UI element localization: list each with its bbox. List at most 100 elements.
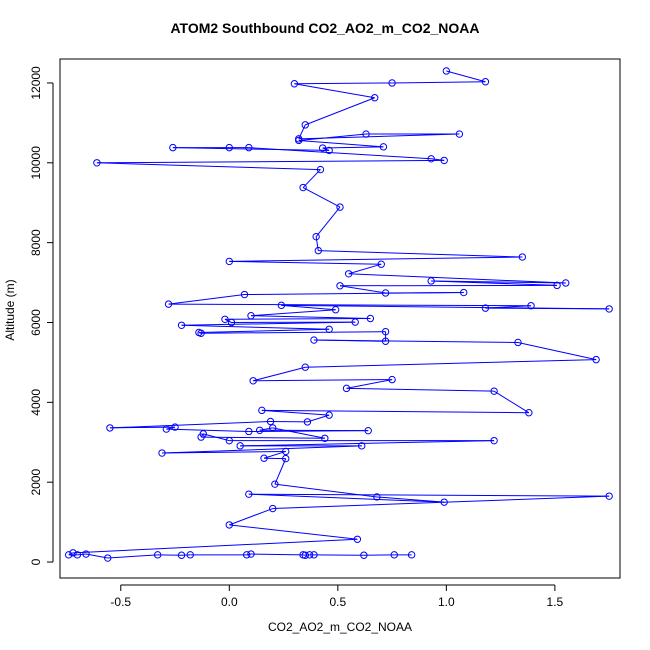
- series-segment: [348, 263, 382, 275]
- series-segment: [315, 236, 319, 251]
- x-tick-label: 1.5: [547, 595, 564, 609]
- data-point: [442, 67, 451, 75]
- data-point: [553, 281, 561, 290]
- data-point: [318, 144, 327, 152]
- data-point: [82, 550, 90, 558]
- data-point: [282, 447, 290, 456]
- data-point: [525, 409, 533, 417]
- data-point: [258, 406, 266, 415]
- data-point: [282, 454, 290, 463]
- series-segment: [203, 433, 230, 442]
- series-segment: [229, 524, 358, 540]
- y-tick-label: 6000: [29, 309, 43, 336]
- series-segment: [250, 309, 336, 317]
- x-axis-label: CO2_AO2_m_CO2_NOAA: [267, 620, 413, 634]
- series-segment: [244, 292, 464, 296]
- series-segment: [261, 409, 330, 416]
- data-point: [407, 551, 416, 559]
- series-segment: [201, 436, 325, 439]
- data-point: [388, 375, 396, 384]
- data-point: [312, 232, 320, 241]
- series-segment: [294, 82, 393, 85]
- data-point: [242, 551, 251, 559]
- series-segment: [305, 97, 375, 126]
- data-point: [390, 551, 398, 559]
- series-segment: [318, 250, 523, 258]
- data-point: [269, 504, 277, 513]
- series-segment: [107, 554, 158, 559]
- data-point: [290, 80, 299, 88]
- data-point: [186, 551, 194, 559]
- series-segment: [517, 341, 597, 361]
- data-point: [592, 355, 600, 364]
- data-point: [247, 550, 255, 558]
- data-point: [490, 436, 498, 445]
- x-tick-label: 0.5: [329, 595, 346, 609]
- series-segment: [248, 493, 445, 503]
- data-point: [358, 442, 366, 450]
- series-segment: [392, 81, 486, 84]
- series-segment: [313, 339, 518, 343]
- data-point: [427, 277, 435, 285]
- data-point: [362, 130, 370, 138]
- data-point: [455, 130, 464, 138]
- data-point: [381, 327, 390, 336]
- data-point: [331, 306, 340, 314]
- data-point: [69, 549, 77, 557]
- series-segment: [198, 332, 202, 334]
- series-segment: [446, 70, 486, 83]
- data-point: [266, 417, 275, 426]
- data-point: [221, 315, 229, 323]
- series-segment: [168, 294, 245, 305]
- data-point: [236, 442, 244, 450]
- series-segment: [181, 324, 330, 330]
- data-point: [379, 143, 388, 151]
- series-segment: [162, 450, 286, 454]
- series-segment: [201, 331, 386, 334]
- data-point: [460, 288, 468, 297]
- data-point: [527, 302, 535, 310]
- series-segment: [229, 256, 523, 262]
- data-point: [104, 554, 112, 562]
- data-point: [177, 551, 186, 559]
- data-point: [490, 387, 498, 395]
- data-point: [336, 203, 344, 211]
- data-point: [360, 551, 368, 559]
- series-segment: [248, 147, 432, 160]
- series-segment: [294, 83, 375, 99]
- data-point: [342, 384, 351, 393]
- series-segment: [229, 260, 382, 265]
- series-segment: [261, 409, 529, 414]
- data-point: [245, 143, 253, 152]
- series-segment: [302, 169, 321, 188]
- data-point: [440, 498, 448, 506]
- data-point: [366, 314, 375, 323]
- series-segment: [322, 146, 384, 149]
- series-segment: [229, 508, 273, 526]
- series-segment: [198, 328, 330, 333]
- series-segment: [272, 427, 325, 439]
- data-point: [301, 551, 309, 559]
- data-point: [481, 78, 490, 86]
- series-segment: [339, 285, 386, 294]
- y-tick-label: 12000: [29, 66, 43, 100]
- series-segment: [263, 450, 286, 459]
- series-segment: [348, 273, 566, 284]
- series-segment: [240, 440, 495, 447]
- data-point: [249, 377, 257, 385]
- data-point: [353, 535, 362, 543]
- series-segment: [259, 427, 273, 431]
- data-point: [197, 329, 205, 337]
- series-segment: [248, 493, 610, 497]
- data-point: [351, 318, 359, 326]
- data-point: [321, 434, 329, 442]
- series-segment: [346, 379, 393, 389]
- data-point: [269, 424, 277, 432]
- series-segment: [109, 421, 271, 429]
- series-segment: [346, 387, 495, 392]
- data-point: [381, 289, 390, 297]
- data-point: [336, 282, 344, 290]
- data-point: [73, 551, 82, 559]
- data-point: [377, 260, 385, 268]
